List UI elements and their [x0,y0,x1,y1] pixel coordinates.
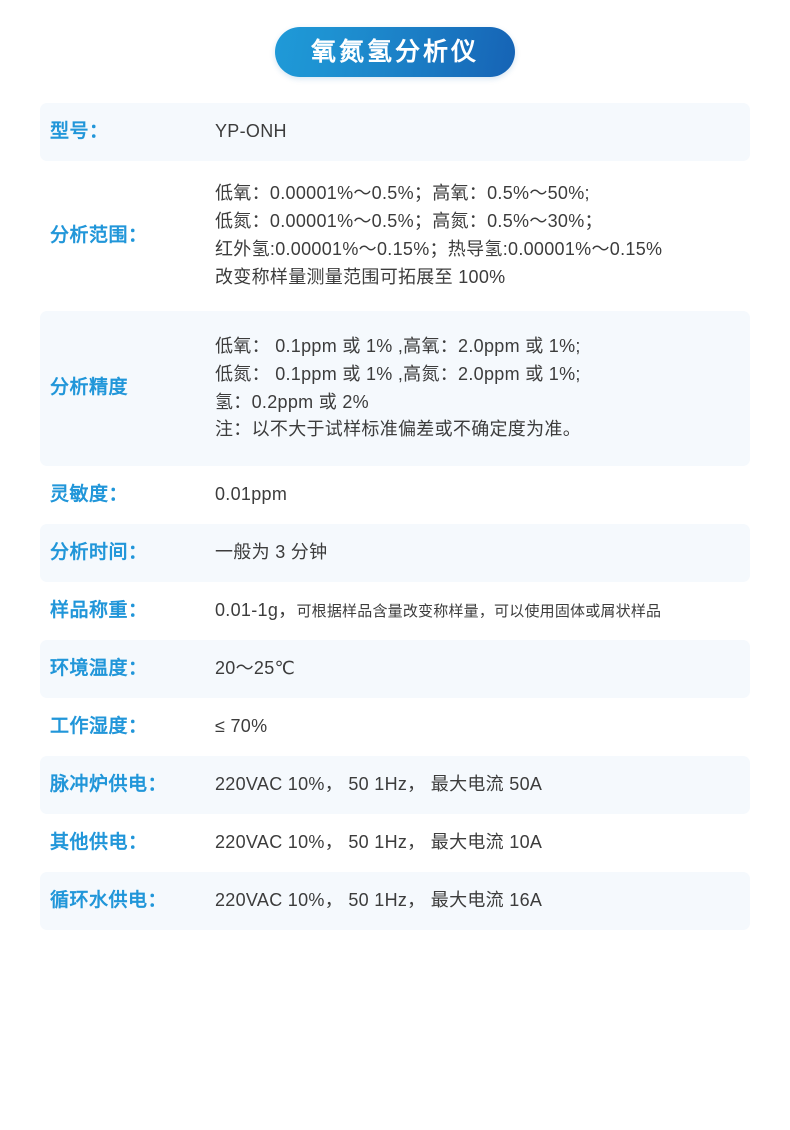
spec-label: 灵敏度： [50,483,129,505]
spec-value: 220VAC 10%， 50 1Hz， 最大电流 50A [215,771,740,799]
spec-value-line: 220VAC 10%， 50 1Hz， 最大电流 50A [215,774,543,795]
spec-value-main: 0.01-1g， [215,600,297,621]
spec-value: 0.01ppm [215,481,740,509]
page-title: 氧氮氢分析仪 [274,27,515,77]
spec-value-line: 红外氢:0.00001%～0.15%；热导氢:0.00001%～0.15% [215,239,663,259]
table-row: 分析时间： 一般为 3 分钟 [40,524,750,582]
table-row: 其他供电： 220VAC 10%， 50 1Hz， 最大电流 10A [40,814,750,872]
spec-value: 0.01-1g，可根据样品含量改变称样量，可以使用固体或屑状样品 [215,597,740,625]
table-row: 型号： YP-ONH [40,103,750,161]
table-row: 灵敏度： 0.01ppm [40,466,750,524]
spec-value: ≤ 70% [215,713,740,741]
spec-label: 循环水供电： [50,889,168,911]
spec-value-line: 改变称样量测量范围可拓展至 100% [215,266,506,287]
spec-value-line: YP-ONH [215,121,287,142]
spec-label: 其他供电： [50,831,148,853]
spec-value-line: 低氧： 0.1ppm 或 1% ,高氧：2.0ppm 或 1%; [215,335,581,356]
spec-label: 分析时间： [50,541,148,563]
spec-value-line: 220VAC 10%， 50 1Hz， 最大电流 16A [215,890,543,911]
spec-label: 样品称重： [50,599,148,621]
spec-value-line: 一般为 3 分钟 [215,542,328,563]
spec-label: 脉冲炉供电： [50,773,168,795]
table-row: 分析范围： 低氧：0.00001%～0.5%；高氧：0.5%～50%; 低氮：0… [40,161,750,311]
spec-value: 220VAC 10%， 50 1Hz， 最大电流 10A [215,829,740,857]
spec-value: YP-ONH [215,118,740,146]
spec-value: 20～25℃ [215,655,740,683]
spec-label: 型号： [50,120,109,142]
spec-value: 一般为 3 分钟 [215,539,740,567]
spec-value: 低氧：0.00001%～0.5%；高氧：0.5%～50%; 低氮：0.00001… [215,180,740,292]
spec-value-composite: 0.01-1g，可根据样品含量改变称样量，可以使用固体或屑状样品 [215,597,740,625]
table-row: 环境温度： 20～25℃ [40,640,750,698]
spec-label: 分析精度 [50,377,129,399]
spec-value-line: 低氮：0.00001%～0.5%；高氮：0.5%～30%； [215,211,603,232]
spec-value-line: 0.01ppm [215,484,288,505]
spec-value-line: 注：以不大于试样标准偏差或不确定度为准。 [215,419,581,440]
spec-value-line: 220VAC 10%， 50 1Hz， 最大电流 10A [215,832,543,853]
specification-table: 型号： YP-ONH 分析范围： 低氧：0.00001%～0.5%；高氧：0.5… [0,103,790,930]
spec-value-note: 可根据样品含量改变称样量，可以使用固体或屑状样品 [296,603,662,621]
table-row: 循环水供电： 220VAC 10%， 50 1Hz， 最大电流 16A [40,872,750,930]
spec-value-line: ≤ 70% [215,716,268,737]
spec-value-line: 低氮： 0.1ppm 或 1% ,高氮：2.0ppm 或 1%; [215,363,581,384]
spec-value-line: 低氧：0.00001%～0.5%；高氧：0.5%～50%; [215,183,590,204]
table-row: 脉冲炉供电： 220VAC 10%， 50 1Hz， 最大电流 50A [40,756,750,814]
spec-value-line: 20～25℃ [215,658,296,679]
spec-value: 220VAC 10%， 50 1Hz， 最大电流 16A [215,887,740,915]
spec-label: 工作湿度： [50,715,148,737]
table-row: 样品称重： 0.01-1g，可根据样品含量改变称样量，可以使用固体或屑状样品 [40,582,750,640]
table-row: 工作湿度： ≤ 70% [40,698,750,756]
spec-value: 低氧： 0.1ppm 或 1% ,高氧：2.0ppm 或 1%; 低氮： 0.1… [215,333,740,445]
spec-value-line: 氢：0.2ppm 或 2% [215,391,369,412]
spec-label: 环境温度： [50,657,148,679]
title-header: 氧氮氢分析仪 [0,0,790,77]
spec-label: 分析范围： [50,224,148,246]
table-row: 分析精度 低氧： 0.1ppm 或 1% ,高氧：2.0ppm 或 1%; 低氮… [40,311,750,466]
